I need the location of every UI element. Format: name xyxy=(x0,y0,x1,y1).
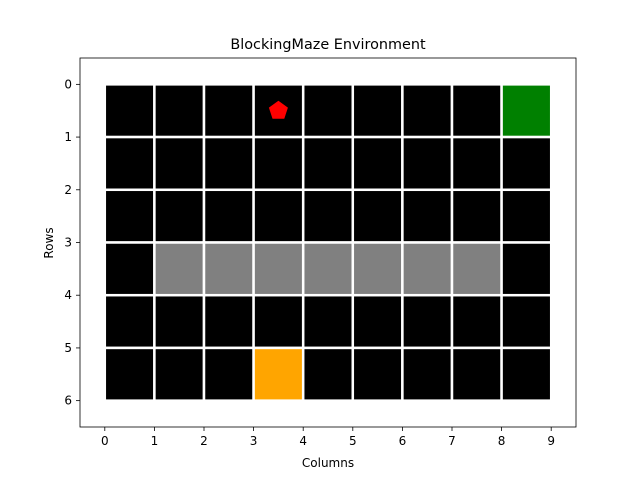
cell-wall-r3-c6 xyxy=(401,241,454,297)
cell-empty-r4-c8 xyxy=(500,293,553,350)
x-axis-ticks: 0 1 2 3 4 5 6 7 8 9 xyxy=(101,427,555,448)
cell-empty-r2-c1 xyxy=(153,188,206,244)
cell-empty-r0-c2 xyxy=(202,83,255,139)
y-axis-label: Rows xyxy=(42,227,56,258)
cell-empty-r5-c1 xyxy=(153,346,206,402)
y-tick-label: 1 xyxy=(64,130,72,144)
cell-empty-r0-c5 xyxy=(351,83,404,139)
plot-area xyxy=(79,57,577,428)
agent-layer xyxy=(268,100,288,119)
agent-marker xyxy=(268,100,288,119)
cell-empty-r2-c5 xyxy=(351,188,404,244)
cell-empty-r4-c3 xyxy=(252,293,305,350)
cell-empty-r0-c1 xyxy=(153,83,206,139)
cell-empty-r5-c2 xyxy=(202,346,255,402)
y-axis-ticks: 0 1 2 3 4 5 6 xyxy=(64,77,80,408)
cell-empty-r4-c0 xyxy=(103,293,156,350)
cell-empty-r2-c8 xyxy=(500,188,553,244)
cell-empty-r4-c6 xyxy=(401,293,454,350)
x-tick-label: 7 xyxy=(448,434,456,448)
y-tick-label: 4 xyxy=(64,288,72,302)
cell-empty-r2-c0 xyxy=(103,188,156,244)
chart-title: BlockingMaze Environment xyxy=(230,37,426,53)
cell-empty-r0-c7 xyxy=(450,83,503,139)
cell-wall-r3-c7 xyxy=(450,241,503,297)
cell-wall-r3-c1 xyxy=(153,241,206,297)
cell-empty-r2-c6 xyxy=(401,188,454,244)
cell-empty-r5-c5 xyxy=(351,346,404,402)
cell-empty-r0-c6 xyxy=(401,83,454,139)
cell-wall-r3-c3 xyxy=(252,241,305,297)
cell-empty-r4-c1 xyxy=(153,293,206,350)
y-tick-label: 0 xyxy=(64,77,72,91)
cell-empty-r4-c2 xyxy=(202,293,255,350)
cell-empty-r1-c8 xyxy=(500,135,553,192)
cell-wall-r3-c2 xyxy=(202,241,255,297)
cell-goal-r0-c8 xyxy=(500,83,553,139)
cell-empty-r1-c4 xyxy=(301,135,355,192)
cell-start-r5-c3 xyxy=(252,346,305,402)
cell-empty-r4-c7 xyxy=(450,293,503,350)
x-tick-label: 3 xyxy=(250,434,258,448)
x-tick-label: 9 xyxy=(547,434,555,448)
cell-empty-r3-c0 xyxy=(103,241,156,297)
maze-cells xyxy=(103,83,553,402)
x-tick-label: 6 xyxy=(399,434,407,448)
x-axis-label: Columns xyxy=(302,456,354,470)
cell-empty-r4-c5 xyxy=(351,293,404,350)
y-tick-label: 6 xyxy=(64,394,72,408)
x-tick-label: 5 xyxy=(349,434,357,448)
x-tick-label: 0 xyxy=(101,434,109,448)
cell-empty-r1-c0 xyxy=(103,135,156,192)
cell-wall-r3-c4 xyxy=(301,241,355,297)
y-tick-label: 2 xyxy=(64,183,72,197)
cell-empty-r5-c7 xyxy=(450,346,503,402)
cell-empty-r2-c3 xyxy=(252,188,305,244)
cell-empty-r2-c4 xyxy=(301,188,355,244)
cell-empty-r5-c6 xyxy=(401,346,454,402)
cell-empty-r1-c6 xyxy=(401,135,454,192)
y-tick-label: 5 xyxy=(64,341,72,355)
cell-empty-r1-c2 xyxy=(202,135,255,192)
x-tick-label: 2 xyxy=(200,434,208,448)
cell-empty-r2-c7 xyxy=(450,188,503,244)
cell-empty-r0-c4 xyxy=(301,83,355,139)
cell-empty-r5-c0 xyxy=(103,346,156,402)
cell-empty-r0-c0 xyxy=(103,83,156,139)
cell-empty-r3-c8 xyxy=(500,241,553,297)
cell-empty-r1-c5 xyxy=(351,135,404,192)
cell-wall-r3-c5 xyxy=(351,241,404,297)
cell-empty-r1-c7 xyxy=(450,135,503,192)
x-tick-label: 4 xyxy=(299,434,307,448)
cell-empty-r5-c4 xyxy=(301,346,355,402)
cell-empty-r5-c8 xyxy=(500,346,553,402)
cell-empty-r1-c3 xyxy=(252,135,305,192)
x-tick-label: 8 xyxy=(498,434,506,448)
x-tick-label: 1 xyxy=(151,434,159,448)
y-tick-label: 3 xyxy=(64,236,72,250)
cell-empty-r4-c4 xyxy=(301,293,355,350)
cell-empty-r1-c1 xyxy=(153,135,206,192)
cell-empty-r2-c2 xyxy=(202,188,255,244)
